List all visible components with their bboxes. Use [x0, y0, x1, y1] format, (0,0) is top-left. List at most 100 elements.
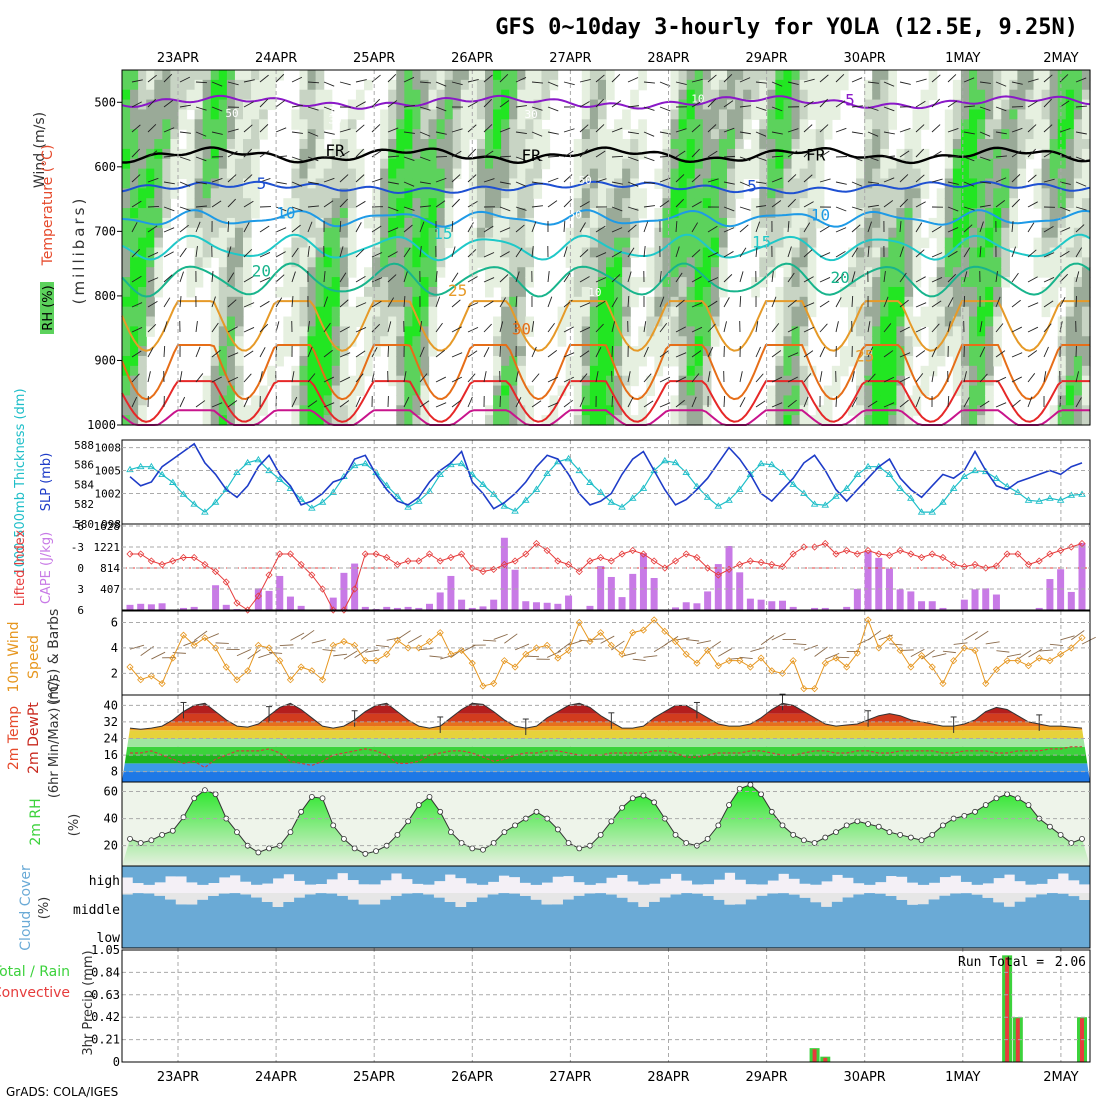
- wind10m-barb: [354, 648, 369, 659]
- thickness-point: [275, 475, 284, 482]
- contour-label: 25: [448, 281, 467, 300]
- upper-barb: [275, 127, 287, 133]
- rh-cell: [436, 89, 446, 101]
- rh-cell: [662, 336, 672, 347]
- rh-cell: [122, 237, 131, 249]
- rh-cell: [751, 286, 760, 298]
- rh-cell: [138, 247, 147, 258]
- rh-cell: [428, 267, 438, 278]
- rh-cell: [573, 415, 583, 426]
- rh-cell: [202, 217, 212, 229]
- rh-cell: [339, 119, 349, 130]
- rh-cell: [662, 158, 672, 170]
- rh-cell: [323, 346, 333, 357]
- upper-barb: [915, 396, 921, 408]
- rh-cell: [815, 79, 825, 91]
- rh-cell: [541, 415, 551, 426]
- rh-cell: [404, 79, 413, 91]
- rh-cell: [573, 306, 583, 318]
- upper-barb: [275, 297, 283, 308]
- upper-barb: [371, 150, 382, 158]
- rh-cell: [226, 355, 236, 367]
- upper-barb: [579, 124, 589, 133]
- cloud-middle-bar: [616, 897, 629, 921]
- rh-cell: [678, 316, 688, 327]
- thickness-point: [725, 496, 733, 503]
- cloud-high-bar: [380, 866, 392, 881]
- rh2m-point: [437, 808, 444, 815]
- rh-cell: [331, 188, 341, 199]
- thickness-point: [1067, 491, 1076, 498]
- rh-cell: [331, 217, 341, 229]
- rh-cell: [428, 346, 438, 357]
- rh-cell: [364, 365, 373, 377]
- upper-barb: [419, 221, 425, 233]
- rh-cell: [339, 198, 349, 209]
- rh-cell: [751, 70, 760, 81]
- upper-barb: [755, 156, 767, 162]
- rh-cell: [412, 346, 422, 357]
- rh-cell: [662, 267, 672, 278]
- rh-cell: [686, 326, 696, 337]
- rh-cell: [888, 79, 897, 91]
- rh-cell: [388, 178, 397, 189]
- rh-shading: [122, 70, 1091, 426]
- upper-barb: [1011, 299, 1021, 308]
- thickness-point: [821, 501, 830, 508]
- rh-cell: [1065, 385, 1075, 397]
- cloud-low-bar: [928, 921, 940, 948]
- rh-cell: [234, 336, 244, 347]
- rh-cell: [315, 178, 325, 189]
- upper-barb: [131, 101, 142, 108]
- rh-cell: [468, 237, 478, 249]
- rh2m-point: [929, 831, 936, 838]
- rh-cell: [1041, 70, 1051, 81]
- rh-cell: [234, 365, 244, 377]
- rh-cell: [872, 277, 881, 288]
- upper-barb: [1075, 77, 1087, 83]
- upper-barb: [787, 376, 799, 383]
- rh-cell: [436, 70, 446, 81]
- upper-barb: [547, 271, 550, 283]
- rh-cell: [339, 129, 349, 140]
- rh-cell: [388, 247, 397, 258]
- rh-cell: [315, 336, 325, 347]
- rh-cell: [525, 247, 534, 258]
- rh-cell: [146, 267, 155, 278]
- rh-cell: [638, 129, 647, 140]
- rh-cell: [444, 208, 454, 219]
- rh-cell: [783, 208, 793, 219]
- rh-cell: [194, 119, 204, 130]
- lifted-index-point: [575, 567, 583, 576]
- lifted-index-point: [212, 567, 220, 576]
- rh-cell: [920, 316, 930, 327]
- cape-bar: [543, 602, 551, 610]
- rh-cell: [928, 346, 938, 357]
- rh-cell: [218, 375, 228, 387]
- rh-cell: [525, 326, 534, 337]
- rh-cell: [315, 326, 325, 337]
- rh-cell: [638, 326, 647, 337]
- rh2m-point: [180, 814, 187, 821]
- cloud-low-bar: [907, 921, 919, 948]
- rh2m-point: [159, 831, 165, 838]
- rh-cell: [525, 257, 534, 268]
- rh-cell: [259, 385, 268, 397]
- wind10m-series: [126, 616, 1086, 693]
- rh-cell: [735, 148, 744, 160]
- lifted-index-point: [522, 550, 530, 558]
- rh-cell: [622, 119, 631, 130]
- rh-cell: [880, 168, 889, 180]
- rh-cell: [178, 70, 188, 81]
- rh-cell: [686, 109, 696, 120]
- rh-cell: [710, 158, 720, 170]
- contour-label: -5: [835, 91, 854, 110]
- rh-cell: [493, 99, 502, 111]
- upper-barb: [947, 321, 951, 333]
- lifted-index-point: [597, 553, 605, 562]
- rh-cell: [823, 79, 833, 91]
- rh-cell: [888, 415, 897, 426]
- rh-cell: [315, 395, 325, 406]
- wind10m-point: [383, 650, 391, 658]
- upper-barb: [707, 178, 719, 183]
